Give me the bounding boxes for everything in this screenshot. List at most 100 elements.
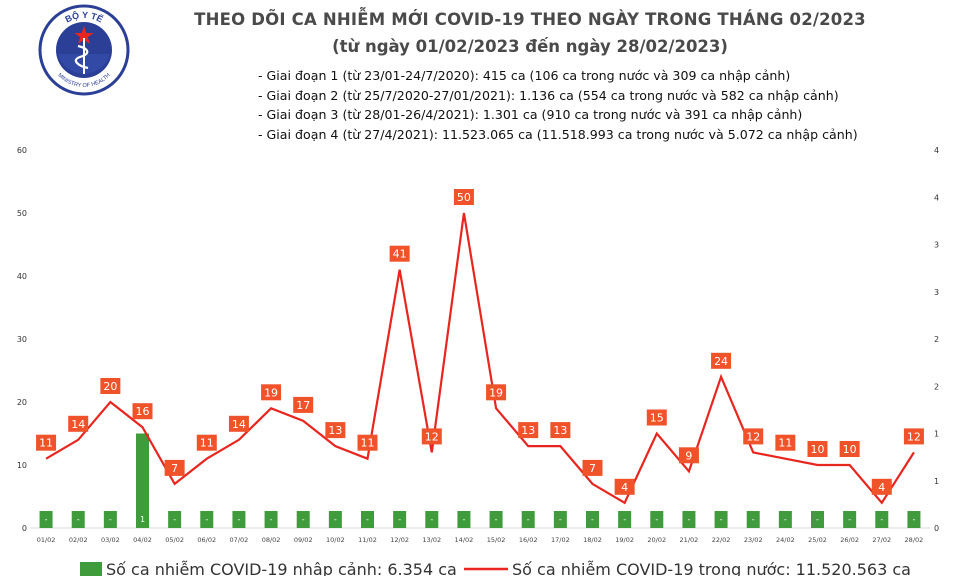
x-axis-tick-label: 18/02: [583, 536, 602, 544]
point-label-value: 17: [296, 399, 310, 412]
x-axis-tick-label: 20/02: [647, 536, 666, 544]
bar: [682, 511, 696, 528]
point-label-value: 4: [878, 481, 885, 494]
x-axis-tick-label: 01/02: [37, 536, 56, 544]
point-label-value: 7: [171, 462, 178, 475]
x-axis-tick-label: 08/02: [262, 536, 281, 544]
x-axis-tick-label: 06/02: [197, 536, 216, 544]
bar-value-label: -: [398, 515, 401, 524]
x-axis-tick-label: 03/02: [101, 536, 120, 544]
point-label-box: [389, 245, 410, 262]
left-axis-tick-label: 10: [17, 461, 27, 470]
point-label-box: [228, 415, 249, 432]
point-label-value: 9: [685, 449, 692, 462]
point-label-box: [614, 478, 635, 495]
point-label-box: [100, 378, 121, 394]
right-axis-tick-label: 3: [934, 241, 939, 250]
point-label-box: [196, 434, 217, 451]
point-label-value: 7: [589, 462, 596, 475]
point-label-value: 13: [521, 424, 535, 437]
bar-value-label: -: [880, 515, 883, 524]
point-label-value: 4: [621, 481, 628, 494]
bar-value-label: -: [559, 515, 562, 524]
x-axis-tick-label: 25/02: [808, 536, 827, 544]
point-label-box: [421, 428, 442, 445]
point-label-value: 16: [136, 405, 150, 418]
line-data-labels: 11 14 20 16 7 11 14 19 17 13 11 41 12 50 19 13 13 7 4 15 9 24…: [36, 189, 924, 495]
x-axis-tick-label: 10/02: [326, 536, 345, 544]
x-axis-tick-label: 23/02: [744, 536, 763, 544]
point-label-value: 15: [650, 412, 664, 425]
point-label-value: 10: [843, 443, 857, 456]
bar-value-label: -: [655, 515, 658, 524]
bar: [811, 511, 824, 528]
point-label-box: [486, 384, 507, 401]
right-axis-tick-label: 2: [934, 382, 939, 391]
right-axis-tick-label: 0: [934, 524, 939, 533]
bar-value-label: -: [784, 515, 787, 524]
point-label-value: 13: [328, 424, 342, 437]
point-label-box: [68, 415, 89, 432]
bar: [200, 511, 214, 528]
point-label-box: [775, 434, 796, 451]
point-label-value: 12: [746, 430, 760, 443]
point-label-box: [132, 403, 153, 420]
x-axis-tick-label: 12/02: [390, 536, 409, 544]
left-axis-ticks: 0 10 20 30 40 50 60: [17, 146, 27, 533]
bar-value-label: -: [366, 515, 369, 524]
bar: [103, 511, 117, 528]
bar: [232, 511, 246, 528]
legend-swatch-imported: [80, 562, 102, 576]
right-axis-tick-label: 1: [934, 430, 939, 439]
legend-label-domestic: Số ca nhiễm COVID-19 trong nước: 11.520.…: [512, 560, 911, 576]
point-label-value: 13: [553, 424, 567, 437]
phase-summary-item: - Giai đoạn 1 (từ 23/01-24/7/2020): 415 …: [258, 68, 791, 83]
bar-series-imported: - - - 1 - - - - - - - - - - - - - - - - - - - - - - - -: [39, 433, 921, 528]
point-label-value: 14: [71, 418, 85, 431]
bar-value-label: -: [816, 515, 819, 524]
bar: [328, 511, 342, 528]
x-axis-tick-label: 14/02: [455, 536, 474, 544]
x-axis-ticks: 01/02 02/02 03/02 04/02 05/02 06/02 07/02 08/02…: [37, 536, 924, 544]
point-label-value: 19: [264, 386, 278, 399]
left-axis-tick-label: 30: [17, 335, 27, 344]
point-label-value: 11: [361, 437, 375, 450]
point-label-box: [711, 352, 732, 369]
chart-legend: Số ca nhiễm COVID-19 nhập cảnh: 6.354 ca…: [80, 560, 911, 576]
bar-value-label: -: [45, 515, 48, 524]
x-axis-tick-label: 28/02: [905, 536, 924, 544]
point-label-box: [453, 189, 474, 205]
point-label-box: [164, 459, 185, 476]
right-axis-tick-label: 1: [934, 477, 939, 486]
point-label-box: [582, 459, 603, 476]
point-label-box: [871, 478, 892, 495]
bar-value-label: -: [109, 515, 112, 524]
left-axis-tick-label: 0: [22, 524, 27, 533]
bar: [393, 511, 407, 528]
x-axis-tick-label: 27/02: [872, 536, 891, 544]
point-label-box: [903, 428, 924, 445]
bar: [650, 511, 664, 528]
x-axis-tick-label: 04/02: [133, 536, 152, 544]
point-label-value: 12: [907, 430, 921, 443]
bar: [264, 511, 278, 528]
bar-value-label: -: [623, 515, 626, 524]
bar: [843, 511, 857, 528]
bar: [168, 511, 182, 528]
point-label-value: 10: [811, 443, 825, 456]
point-label-value: 20: [103, 380, 117, 393]
bar: [553, 511, 567, 528]
bar-value-label: -: [430, 515, 433, 524]
bar: [39, 511, 53, 528]
point-label-box: [678, 447, 699, 464]
phase-summary-list: - Giai đoạn 1 (từ 23/01-24/7/2020): 415 …: [258, 66, 858, 144]
point-label-box: [325, 422, 346, 439]
bar-value-label: -: [302, 515, 305, 524]
x-axis-tick-label: 26/02: [840, 536, 859, 544]
right-axis-tick-label: 3: [934, 288, 939, 297]
right-axis-tick-label: 4: [934, 146, 939, 155]
x-axis-tick-label: 16/02: [519, 536, 538, 544]
point-label-box: [550, 422, 571, 439]
right-axis-tick-label: 4: [934, 193, 939, 202]
x-axis-tick-label: 24/02: [776, 536, 795, 544]
